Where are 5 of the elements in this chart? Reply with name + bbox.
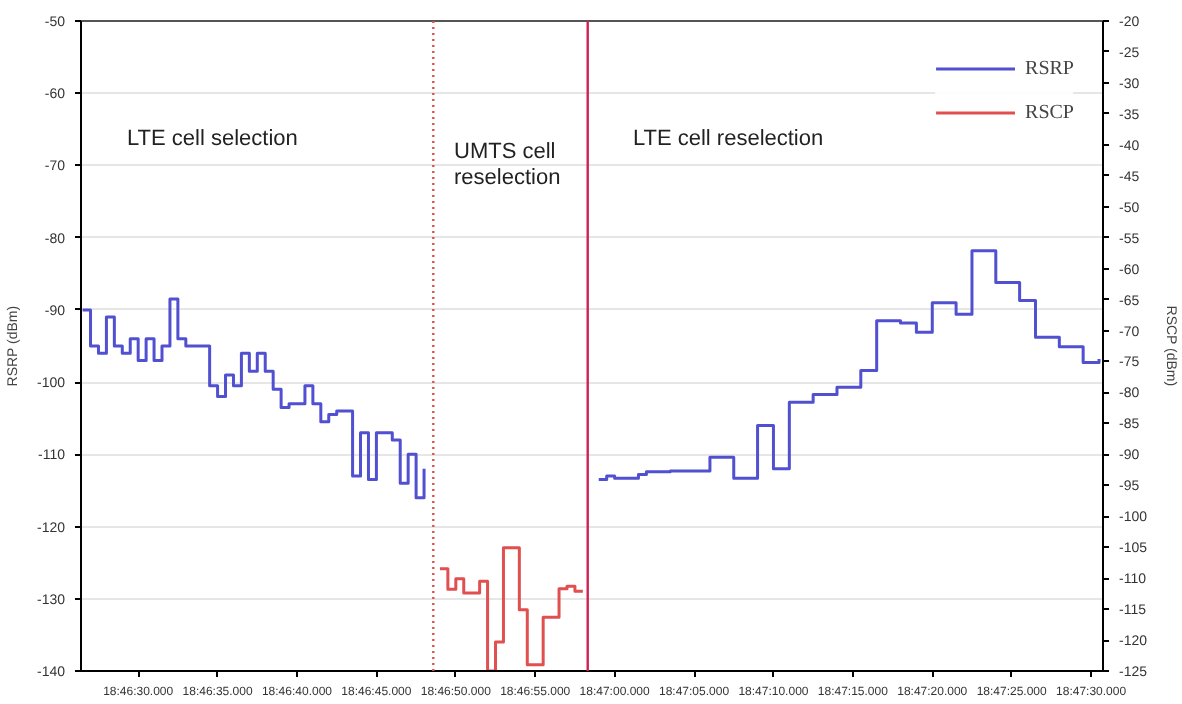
annotation: LTE cell selection [126, 127, 298, 151]
legend-label: RSRP [1025, 57, 1074, 79]
annotation: UMTS cell reselection [454, 140, 561, 190]
annotation: LTE cell reselection [632, 127, 824, 151]
legend-label: RSCP [1025, 101, 1074, 123]
